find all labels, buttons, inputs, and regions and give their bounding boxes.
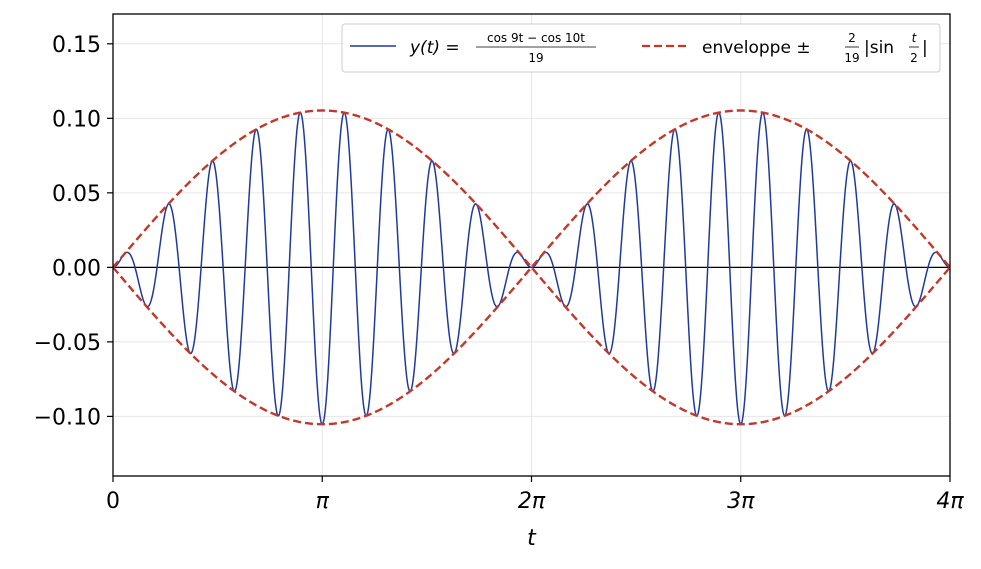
legend-envelope-denominator: 19 <box>844 51 859 65</box>
x-tick-label: 4π <box>936 489 964 514</box>
legend-envelope-sin: |sin <box>864 38 894 58</box>
y-tick-label: 0.00 <box>52 256 101 281</box>
legend-envelope-lhs: enveloppe ± <box>702 38 811 58</box>
grid <box>112 14 951 476</box>
legend-envelope-end: | <box>922 38 928 58</box>
legend-envelope-numerator-2: t <box>912 31 918 45</box>
legend-entry-envelope: enveloppe ± 2 19 |sin t 2 | <box>702 31 928 65</box>
x-tick-label: 3π <box>727 489 755 514</box>
legend-envelope-denominator-2: 2 <box>910 51 918 65</box>
x-axis-label: t <box>527 526 537 551</box>
y-tick-label: 0.15 <box>52 33 101 58</box>
legend: y(t) = cos 9t − cos 10t 19 enveloppe ± 2… <box>341 23 941 73</box>
legend-envelope-numerator: 2 <box>848 31 856 45</box>
y-tick-label: 0.10 <box>52 107 101 132</box>
x-tick-label: 0 <box>106 489 120 514</box>
series-envelope-lower <box>113 265 950 426</box>
legend-entry-signal: y(t) = cos 9t − cos 10t 19 <box>409 31 596 65</box>
ticks: 0 π 2π 3π 4π 0.15 0.10 0.05 0.00 −0.05 −0.10 <box>34 33 965 514</box>
series-signal-line <box>113 111 950 426</box>
legend-box <box>341 23 941 73</box>
y-tick-label: −0.05 <box>34 331 101 356</box>
x-tick-label: π <box>316 489 330 514</box>
legend-signal-denominator: 19 <box>528 51 543 65</box>
series-layer <box>113 109 950 426</box>
x-tick-label: 2π <box>518 489 546 514</box>
legend-signal-lhs: y(t) = <box>409 38 460 58</box>
y-tick-label: −0.10 <box>34 405 101 430</box>
series-envelope-upper <box>113 109 950 270</box>
y-tick-label: 0.05 <box>52 182 101 207</box>
legend-signal-numerator: cos 9t − cos 10t <box>487 31 585 45</box>
